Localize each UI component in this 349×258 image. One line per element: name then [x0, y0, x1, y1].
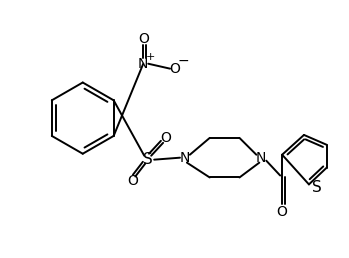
- Text: S: S: [143, 152, 153, 167]
- Text: O: O: [170, 62, 180, 76]
- Text: O: O: [161, 131, 171, 145]
- Text: O: O: [138, 32, 149, 46]
- Text: −: −: [177, 54, 189, 68]
- Text: +: +: [146, 52, 155, 62]
- Text: O: O: [127, 174, 138, 188]
- Text: N: N: [256, 151, 267, 165]
- Text: O: O: [277, 205, 288, 219]
- Text: N: N: [180, 151, 190, 165]
- Text: S: S: [312, 180, 322, 195]
- Text: N: N: [138, 57, 148, 71]
